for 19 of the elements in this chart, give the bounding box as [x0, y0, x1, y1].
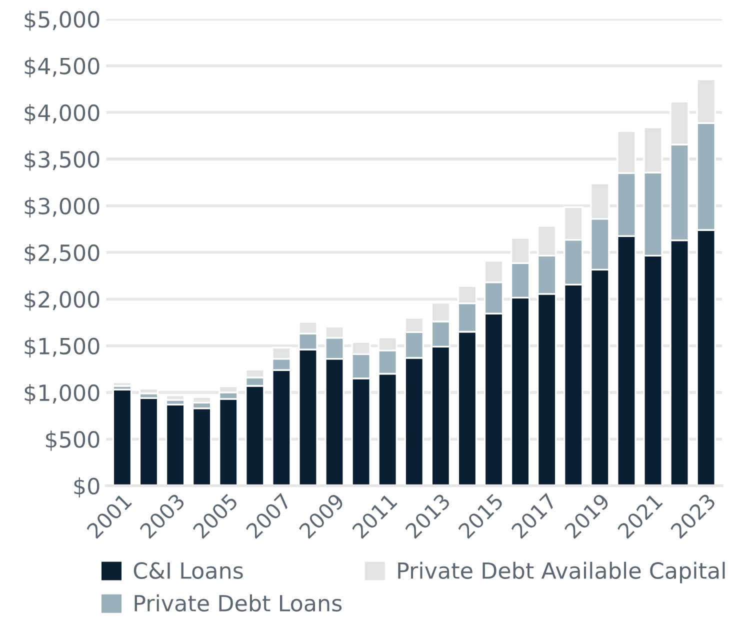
y-tick-label: $0 [74, 477, 100, 498]
bar [112, 388, 132, 486]
y-tick-label: $500 [46, 430, 100, 451]
bar [192, 407, 212, 486]
legend-label: Private Debt Available Capital [398, 562, 725, 584]
legend-label: Private Debt Loans [134, 594, 342, 612]
y-tick-label: $1,000 [24, 384, 100, 404]
y-tick-label: $2,000 [24, 290, 100, 311]
bar [138, 397, 159, 486]
y-tick-label: $1,500 [24, 337, 100, 358]
bar [165, 404, 186, 486]
y-tick-label: $4,500 [24, 57, 100, 78]
y-tick-label: $4,000 [24, 104, 100, 124]
y-tick-label: $5,000 [24, 10, 100, 31]
legend-label: C&I Loans [134, 562, 243, 579]
y-tick-label: $3,000 [24, 197, 100, 218]
bar [112, 381, 132, 387]
y-tick-label: $2,500 [24, 244, 100, 264]
y-tick-label: $3,500 [24, 150, 100, 171]
